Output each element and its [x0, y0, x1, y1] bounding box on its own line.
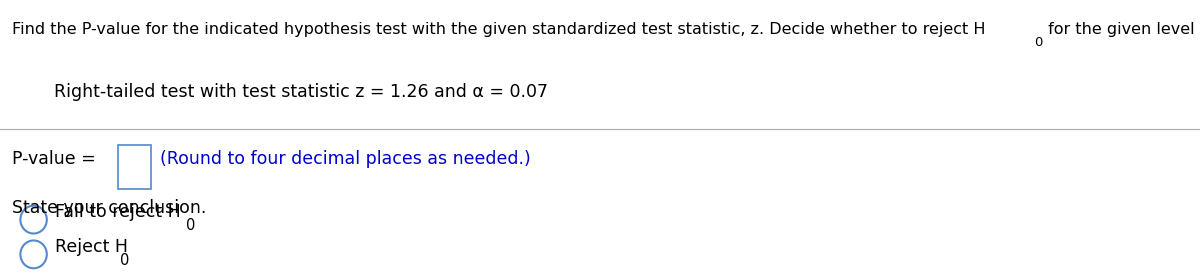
Ellipse shape [20, 240, 47, 268]
Text: (Round to four decimal places as needed.): (Round to four decimal places as needed.… [160, 150, 530, 168]
Text: Reject H: Reject H [55, 238, 128, 256]
Text: 0: 0 [120, 253, 130, 268]
Text: Right-tailed test with test statistic z = 1.26 and α = 0.07: Right-tailed test with test statistic z … [54, 83, 548, 101]
Text: State your conclusion.: State your conclusion. [12, 199, 206, 217]
Ellipse shape [20, 206, 47, 234]
Text: Fail to reject H: Fail to reject H [55, 203, 181, 221]
Text: 0: 0 [186, 218, 196, 233]
Text: P-value =: P-value = [12, 150, 101, 168]
Text: 0: 0 [1034, 36, 1043, 49]
Text: for the given level of significance α.: for the given level of significance α. [1043, 22, 1200, 37]
Text: Find the P-value for the indicated hypothesis test with the given standardized t: Find the P-value for the indicated hypot… [12, 22, 985, 37]
FancyBboxPatch shape [118, 145, 151, 189]
